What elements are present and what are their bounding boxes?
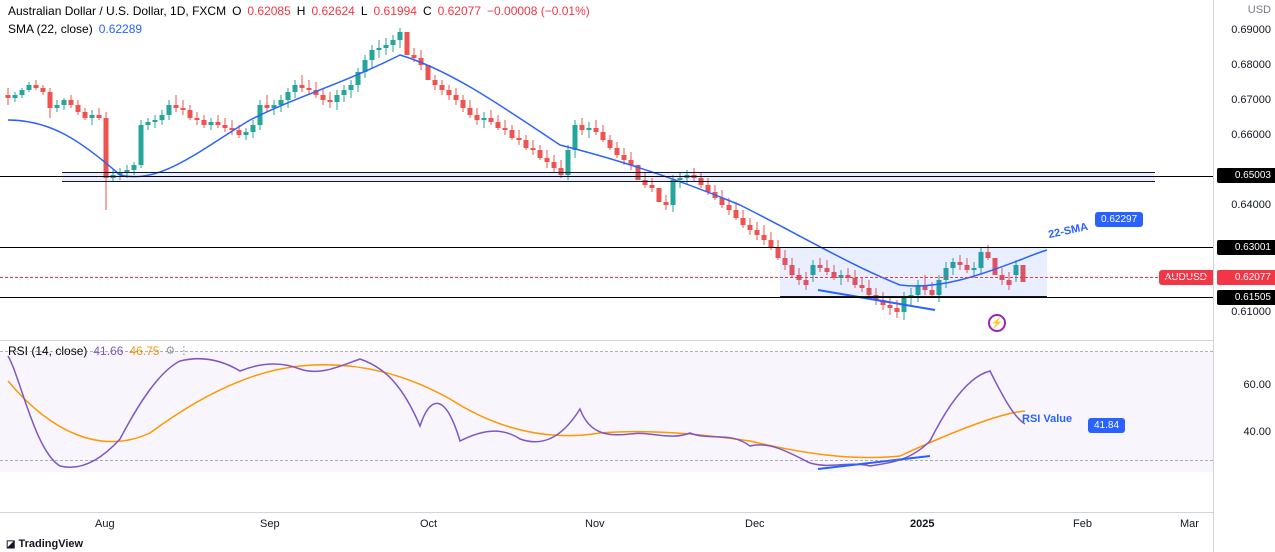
price-tick: 0.64000 bbox=[1231, 199, 1271, 211]
price-zone[interactable] bbox=[62, 172, 1155, 182]
price-tick: 0.62077 bbox=[1217, 270, 1275, 285]
lightning-icon[interactable] bbox=[988, 314, 1006, 332]
price-tick: 0.61000 bbox=[1231, 306, 1271, 318]
price-tick: 0.61505 bbox=[1217, 290, 1275, 305]
horizontal-line[interactable] bbox=[0, 247, 1213, 248]
price-tick: 0.63001 bbox=[1217, 240, 1275, 255]
price-tick: 0.69000 bbox=[1231, 24, 1271, 36]
rsi-chart-svg bbox=[0, 341, 1213, 511]
tradingview-logo[interactable]: ◪ TradingView bbox=[6, 538, 83, 550]
horizontal-line[interactable] bbox=[0, 277, 1213, 278]
price-tick: 0.68000 bbox=[1231, 59, 1271, 71]
time-tick: Dec bbox=[745, 518, 765, 530]
rsi-annotation: RSI Value bbox=[1022, 413, 1072, 425]
price-zone[interactable] bbox=[780, 247, 1047, 297]
price-tick: 0.67000 bbox=[1231, 94, 1271, 106]
rsi-chart[interactable] bbox=[0, 340, 1213, 510]
time-tick: 2025 bbox=[910, 518, 934, 530]
price-tick: 0.65003 bbox=[1217, 168, 1275, 183]
time-tick: Oct bbox=[420, 518, 437, 530]
axis-currency: USD bbox=[1248, 4, 1271, 16]
rsi-band bbox=[0, 460, 1213, 461]
sma-badge: 0.62297 bbox=[1095, 212, 1143, 227]
time-axis[interactable]: Aug Sep Oct Nov Dec 2025 Feb Mar bbox=[0, 512, 1213, 534]
horizontal-line[interactable] bbox=[0, 297, 1213, 298]
time-tick: Aug bbox=[95, 518, 115, 530]
rsi-band bbox=[0, 351, 1213, 352]
price-axis[interactable]: USD 0.69000 0.68000 0.67000 0.66000 0.65003 0… bbox=[1213, 0, 1275, 552]
time-tick: Mar bbox=[1180, 518, 1199, 530]
rsi-badge: 41.84 bbox=[1088, 418, 1125, 433]
time-tick: Nov bbox=[585, 518, 605, 530]
horizontal-line[interactable] bbox=[0, 176, 1213, 177]
time-tick: Sep bbox=[260, 518, 280, 530]
price-tick: 0.66000 bbox=[1231, 129, 1271, 141]
rsi-tick: 60.00 bbox=[1243, 379, 1271, 391]
chart-container: Australian Dollar / U.S. Dollar, 1D, FXC… bbox=[0, 0, 1275, 552]
rsi-tick: 40.00 bbox=[1243, 426, 1271, 438]
time-tick: Feb bbox=[1073, 518, 1092, 530]
